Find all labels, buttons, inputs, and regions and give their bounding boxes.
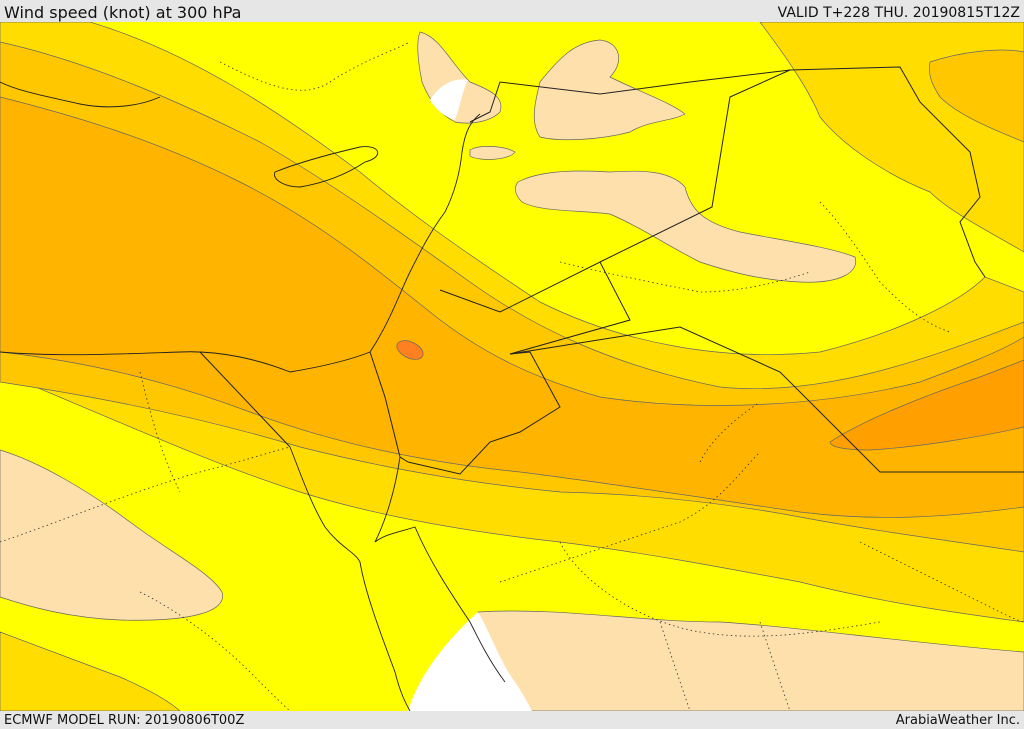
country-borders xyxy=(199,66,1024,475)
wind-band-3 xyxy=(0,96,1024,518)
wind-peak-spot xyxy=(396,340,424,360)
valid-time: VALID T+228 THU. 20190815T12Z xyxy=(777,5,1020,21)
wind-band-4 xyxy=(829,359,1024,451)
model-run: ECMWF MODEL RUN: 20190806T00Z xyxy=(4,713,245,728)
sea-area xyxy=(408,612,532,711)
header-bar: Wind speed (knot) at 300 hPa VALID T+228… xyxy=(0,0,1024,22)
coastlines xyxy=(0,81,506,711)
province-borders xyxy=(0,41,1024,711)
sea-area xyxy=(430,79,468,120)
footer-bar: ECMWF MODEL RUN: 20190806T00Z ArabiaWeat… xyxy=(0,711,1024,729)
low-wind-patches xyxy=(0,31,1024,711)
wind-speed-map xyxy=(0,22,1024,711)
map-title: Wind speed (knot) at 300 hPa xyxy=(4,3,242,22)
provider-credit: ArabiaWeather Inc. xyxy=(895,713,1020,728)
